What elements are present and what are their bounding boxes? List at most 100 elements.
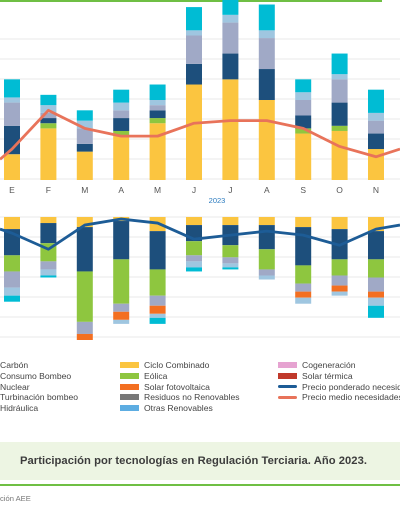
bar-upper-hidraulica: [149, 84, 166, 100]
bar-lower-eolica: [222, 245, 239, 258]
bar-lower-turbinacion-bombeo: [149, 231, 166, 270]
bar-upper-hidraulica: [113, 89, 130, 103]
bar-upper-ciclo-combinado: [113, 136, 130, 180]
bar-upper-nuclear: [76, 128, 93, 144]
bar-lower-ciclo-combinado: [186, 217, 202, 226]
bar-upper-ciclo-combinado: [331, 130, 348, 180]
bar-lower-ciclo-combinado: [222, 217, 239, 226]
x-tick-label: A: [118, 185, 124, 195]
bar-upper-turbinacion-bombeo: [4, 125, 20, 155]
bar-upper-ciclo-combinado: [186, 84, 202, 180]
x-tick-label: F: [46, 185, 51, 195]
legend-swatch: [120, 362, 139, 368]
bar-lower-consumo-bombeo: [331, 291, 348, 296]
bar-lower-turbinacion-bombeo: [295, 227, 312, 266]
bar-lower-eolica: [331, 259, 348, 276]
bar-lower-hidraulica: [368, 305, 384, 318]
bar-upper-nuclear: [331, 79, 348, 103]
top-accent-line: [0, 0, 382, 2]
x-tick-label: A: [264, 185, 270, 195]
bar-lower-ciclo-combinado: [76, 217, 93, 228]
x-tick-label: J: [192, 185, 196, 195]
bar-upper-nuclear: [222, 22, 239, 54]
bar-upper-consumo-bombeo: [295, 92, 312, 100]
bar-lower-turbinacion-bombeo: [76, 227, 93, 272]
axis-labels: E F M A M J J A S O N 2023: [9, 185, 379, 205]
bar-upper-turbinacion-bombeo: [149, 110, 166, 119]
bar-upper-consumo-bombeo: [113, 102, 130, 111]
bar-lower-turbinacion-bombeo: [113, 221, 130, 260]
bar-lower-consumo-bombeo: [368, 297, 384, 306]
bar-lower-eolica: [76, 271, 93, 322]
bar-lower-consumo-bombeo: [149, 313, 166, 318]
bar-lower-nuclear: [295, 283, 312, 292]
stacked-bar-chart: E F M A M J J A S O N 2023: [0, 0, 400, 340]
bar-lower-ciclo-combinado: [258, 217, 275, 226]
bar-lower-nuclear: [186, 255, 202, 262]
bar-upper-hidraulica: [222, 0, 239, 15]
bar-upper-hidraulica: [186, 7, 202, 31]
bar-lower-consumo-bombeo: [258, 275, 275, 280]
bar-upper-eolica: [113, 130, 130, 137]
bar-lower-turbinacion-bombeo: [368, 231, 384, 260]
bar-lower-nuclear: [4, 271, 20, 288]
bar-upper-consumo-bombeo: [149, 100, 166, 106]
bar-lower-turbinacion-bombeo: [40, 223, 57, 244]
bar-lower-consumo-bombeo: [40, 269, 57, 276]
bar-upper-eolica: [331, 125, 348, 131]
bar-upper-nuclear: [368, 120, 384, 134]
bar-lower-eolica: [295, 265, 312, 284]
bar-lower-consumo-bombeo: [4, 287, 20, 296]
bar-lower-hidraulica: [222, 267, 239, 270]
bar-upper-ciclo-combinado: [4, 154, 20, 180]
bar-upper-nuclear: [113, 110, 130, 119]
bar-upper-consumo-bombeo: [368, 112, 384, 121]
legend-swatch: [278, 385, 297, 389]
bar-upper-nuclear: [4, 102, 20, 126]
x-tick-label: M: [154, 185, 161, 195]
x-tick-label: O: [336, 185, 343, 195]
bar-upper-turbinacion-bombeo: [295, 115, 312, 129]
bar-lower-turbinacion-bombeo: [258, 225, 275, 250]
bar-lower-consumo-bombeo: [222, 263, 239, 268]
bar-upper-hidraulica: [295, 79, 312, 93]
bar-lower-ciclo-combinado: [295, 217, 312, 228]
bar-upper-eolica: [40, 123, 57, 129]
line-precio-medio: [0, 108, 400, 161]
bar-lower-nuclear: [368, 277, 384, 292]
bar-upper-eolica: [149, 118, 166, 124]
bar-upper-ciclo-combinado: [258, 100, 275, 180]
bar-upper-hidraulica: [368, 89, 384, 113]
legend-swatch: [120, 383, 139, 390]
x-tick-label: E: [9, 185, 15, 195]
bar-upper-consumo-bombeo: [4, 97, 20, 103]
chart-caption: Participación por tecnologías en Regulac…: [20, 455, 368, 467]
legend-swatch: [120, 372, 139, 379]
bar-upper-turbinacion-bombeo: [258, 69, 275, 100]
bar-upper-hidraulica: [76, 110, 93, 121]
bar-lower-nuclear: [258, 269, 275, 276]
bar-lower-nuclear: [331, 275, 348, 286]
bar-upper-nuclear: [186, 35, 202, 64]
footer-divider: [0, 484, 400, 486]
bar-upper-consumo-bombeo: [76, 120, 93, 129]
bar-lower-eolica: [258, 249, 275, 270]
bar-lower-nuclear: [149, 295, 166, 306]
bar-lower-ciclo-combinado: [331, 217, 348, 230]
legend-swatch: [278, 395, 297, 399]
bar-upper-turbinacion-bombeo: [40, 118, 57, 124]
bar-lower-solar-fotovoltaica: [149, 305, 166, 314]
bar-lower-solar-fotovoltaica: [331, 285, 348, 292]
bar-upper-hidraulica: [40, 94, 57, 106]
bars: [4, 0, 384, 340]
x-tick-label: J: [228, 185, 232, 195]
line-precio-ponderado: [0, 217, 400, 251]
bar-upper-turbinacion-bombeo: [186, 63, 202, 85]
bar-upper-turbinacion-bombeo: [368, 133, 384, 150]
bar-lower-hidraulica: [186, 267, 202, 272]
legend-swatch: [120, 405, 139, 412]
bar-upper-turbinacion-bombeo: [222, 53, 239, 80]
bar-lower-consumo-bombeo: [295, 297, 312, 304]
bar-lower-nuclear: [113, 303, 130, 312]
bar-lower-nuclear: [40, 261, 57, 270]
